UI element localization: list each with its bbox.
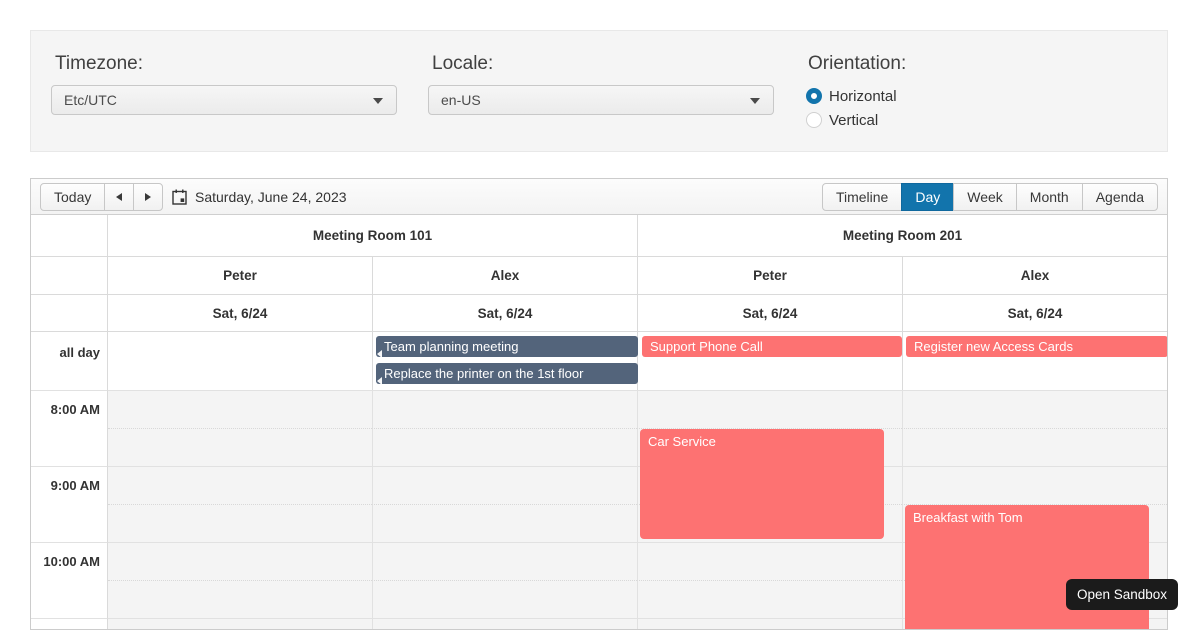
time-slot[interactable] [372,390,637,428]
today-button[interactable]: Today [40,183,106,211]
header-gutter [31,295,108,331]
event-car-service[interactable]: Car Service [640,429,884,539]
radio-vertical[interactable]: Vertical [806,111,878,129]
locale-selected-value: en-US [441,92,481,108]
time-slot[interactable] [108,466,372,504]
time-gutter [31,580,108,618]
slot-row-8am: 8:00 AM [31,390,1167,428]
date-header-row: Sat, 6/24 Sat, 6/24 Sat, 6/24 Sat, 6/24 [31,295,1167,332]
time-slot[interactable] [108,504,372,542]
prev-button[interactable] [104,183,135,211]
time-slot[interactable] [108,390,372,428]
time-slot[interactable] [902,466,1167,504]
radio-horizontal-label: Horizontal [829,87,897,105]
time-slot[interactable] [108,580,372,618]
time-slot[interactable] [637,390,902,428]
view-tab-timeline[interactable]: Timeline [821,183,903,211]
time-slot[interactable] [108,428,372,466]
open-sandbox-button[interactable]: Open Sandbox [1066,579,1178,610]
group-header-room-201: Meeting Room 201 [637,215,1167,256]
view-tab-agenda[interactable]: Agenda [1081,183,1158,211]
time-slot[interactable] [372,428,637,466]
all-day-cell[interactable] [372,332,637,390]
view-tab-month[interactable]: Month [1015,183,1083,211]
time-label: 9:00 AM [31,466,108,504]
timezone-selected-value: Etc/UTC [64,92,117,108]
people-header-row: Peter Alex Peter Alex [31,257,1167,295]
scheduler: Today Saturday, June 24, 2023 Timeline D… [30,178,1168,630]
date-header-cell[interactable]: Sat, 6/24 [637,295,902,331]
view-tab-day[interactable]: Day [901,183,955,211]
event-support-phone-call[interactable]: Support Phone Call [642,336,902,357]
radio-horizontal[interactable]: Horizontal [806,87,897,105]
time-slot[interactable] [108,618,372,629]
all-day-cell[interactable] [902,332,1167,390]
current-date-label: Saturday, June 24, 2023 [195,189,347,205]
header-gutter [31,215,108,256]
view-button-group: Timeline Day Week Month Agenda [821,183,1158,211]
room-header-row: Meeting Room 101 Meeting Room 201 [31,215,1167,257]
time-slot[interactable] [372,504,637,542]
time-slot[interactable] [637,618,902,629]
radio-unselected-icon [806,112,822,128]
time-slot[interactable] [372,542,637,580]
date-header-cell[interactable]: Sat, 6/24 [902,295,1167,331]
timezone-select[interactable]: Etc/UTC [51,85,397,115]
locale-section: Locale: en-US [428,31,774,153]
current-date[interactable]: Saturday, June 24, 2023 [172,179,347,215]
caret-left-icon [116,193,123,201]
configurator-panel: Timezone: Etc/UTC Locale: en-US Orientat… [30,30,1168,152]
group-header-room-101: Meeting Room 101 [312,228,433,243]
event-replace-printer[interactable]: Replace the printer on the 1st floor [376,363,638,384]
event-team-planning-meeting[interactable]: Team planning meeting [376,336,638,357]
time-gutter [31,428,108,466]
event-register-access-cards[interactable]: Register new Access Cards [906,336,1167,357]
event-breakfast-with-tom[interactable]: Breakfast with Tom [905,505,1149,629]
all-day-label: all day [31,332,108,390]
header-gutter [31,257,108,294]
resize-handle-icon[interactable] [377,350,382,358]
caret-right-icon [145,193,152,201]
time-slot[interactable] [372,618,637,629]
calendar-icon [172,189,187,205]
time-label: 10:00 AM [31,542,108,580]
locale-label: Locale: [432,53,494,74]
slot-row-9am: 9:00 AM [31,466,1167,504]
person-header-101-alex: Alex [372,257,637,294]
all-day-cell[interactable] [108,332,372,390]
radio-vertical-label: Vertical [829,111,879,129]
slot-row-830am [31,428,1167,466]
date-header-cell[interactable]: Sat, 6/24 [372,295,637,331]
next-button[interactable] [133,183,164,211]
nav-button-group: Today [40,183,164,211]
orientation-section: Orientation: Horizontal Vertical [804,31,1104,153]
time-slot[interactable] [372,466,637,504]
timezone-section: Timezone: Etc/UTC [51,31,397,153]
caret-down-icon [373,98,383,104]
date-header-cell[interactable]: Sat, 6/24 [212,305,268,321]
view-tab-week[interactable]: Week [953,183,1017,211]
orientation-label: Orientation: [808,53,907,74]
time-slot[interactable] [902,428,1167,466]
time-slot[interactable] [637,542,902,580]
person-header-201-peter: Peter [637,257,902,294]
caret-down-icon [750,98,760,104]
scheduler-toolbar: Today Saturday, June 24, 2023 Timeline D… [31,179,1167,215]
all-day-cell[interactable] [637,332,902,390]
resize-handle-icon[interactable] [377,377,382,385]
timezone-label: Timezone: [55,53,143,74]
time-slot[interactable] [637,580,902,618]
locale-select[interactable]: en-US [428,85,774,115]
radio-selected-icon [806,88,822,104]
time-gutter [31,504,108,542]
time-label: 11:00 AM [31,618,108,629]
time-label: 8:00 AM [31,390,108,428]
time-slot[interactable] [372,580,637,618]
person-header-201-alex: Alex [902,257,1167,294]
person-header-101-peter: Peter [223,268,257,283]
time-slot[interactable] [902,390,1167,428]
time-slot[interactable] [108,542,372,580]
